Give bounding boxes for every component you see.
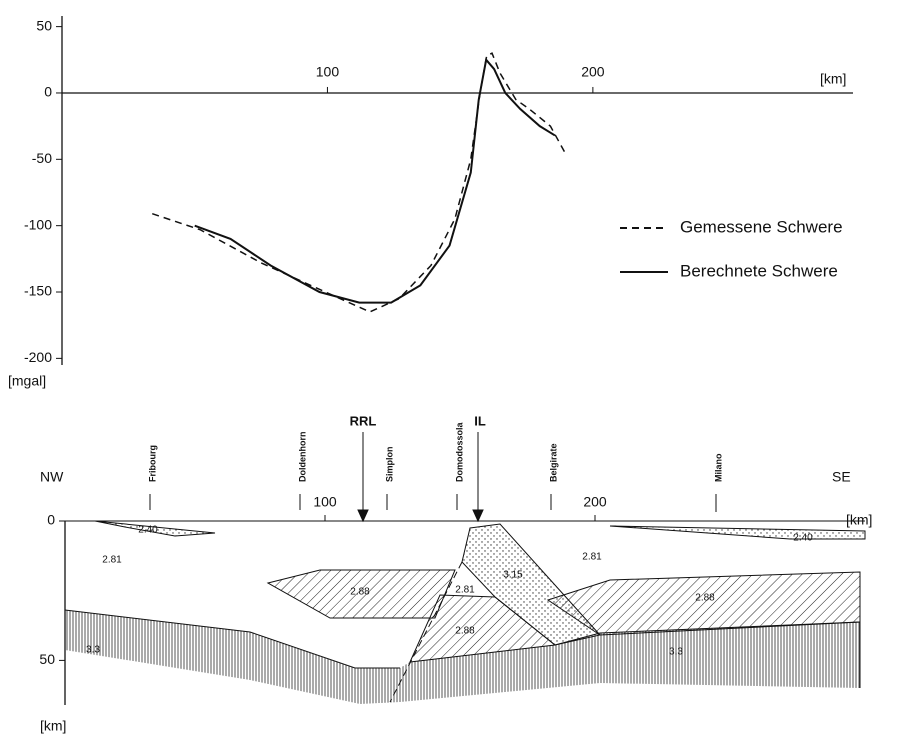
legend-label: Berechnete Schwere xyxy=(680,261,838,280)
y-tick-label: 50 xyxy=(36,17,52,33)
place-label: Milano xyxy=(713,453,723,482)
y-tick-label: -200 xyxy=(24,349,52,365)
y-tick-label: 0 xyxy=(47,512,55,528)
density-label: 2.88 xyxy=(350,587,370,598)
mantle xyxy=(65,610,860,704)
density-label: 2.81 xyxy=(455,585,475,596)
place-label: Domodossola xyxy=(454,421,464,482)
density-label: 2.81 xyxy=(102,555,122,566)
y-axis-label: [km] xyxy=(40,718,66,734)
density-label: 2.88 xyxy=(695,593,715,604)
arrowhead xyxy=(357,509,369,523)
density-label: 3.3 xyxy=(669,647,683,658)
sediment-left xyxy=(94,520,216,537)
cross-section xyxy=(64,432,866,704)
x-axis-label: [km] xyxy=(820,71,846,87)
legend: Gemessene Schwere Berechnete Schwere xyxy=(620,217,843,280)
series-line xyxy=(194,57,556,304)
mantle-top xyxy=(64,609,400,669)
y-tick-label: 50 xyxy=(39,651,55,667)
place-label: Simplon xyxy=(384,447,394,483)
place-label: Doldenhorn xyxy=(297,432,307,483)
x-axis-label: [km] xyxy=(846,512,872,528)
fault xyxy=(389,561,463,703)
end-label: NW xyxy=(40,469,64,485)
x-tick-label: 200 xyxy=(583,494,607,510)
section-labels: NW SE Fribourg Doldenhorn Simplon Domodo… xyxy=(40,413,872,733)
place-label: Fribourg xyxy=(147,445,157,482)
marker-label: RRL xyxy=(350,413,377,428)
density-label: 2.88 xyxy=(455,626,475,637)
marker-label: IL xyxy=(474,413,486,428)
density-label: 3.15 xyxy=(503,570,523,581)
density-label: 2.40 xyxy=(793,533,813,544)
y-tick-label: -50 xyxy=(32,150,52,166)
y-tick-label: 0 xyxy=(44,84,52,100)
sediment-right xyxy=(609,525,866,540)
y-axis-label: [mgal] xyxy=(8,373,46,389)
y-tick-label: -150 xyxy=(24,283,52,299)
y-tick-label: -100 xyxy=(24,216,52,232)
density-label: 2.40 xyxy=(138,525,158,536)
x-tick-label: 100 xyxy=(313,494,337,510)
arrowhead xyxy=(472,509,484,523)
density-label: 3.3 xyxy=(86,645,100,656)
place-label: Belgirate xyxy=(548,443,558,482)
x-tick-label: 200 xyxy=(581,64,605,80)
series-line xyxy=(152,52,566,313)
x-tick-label: 100 xyxy=(316,64,340,80)
density-label: 2.81 xyxy=(582,552,602,563)
legend-label: Gemessene Schwere xyxy=(680,217,843,236)
end-label: SE xyxy=(832,469,851,485)
